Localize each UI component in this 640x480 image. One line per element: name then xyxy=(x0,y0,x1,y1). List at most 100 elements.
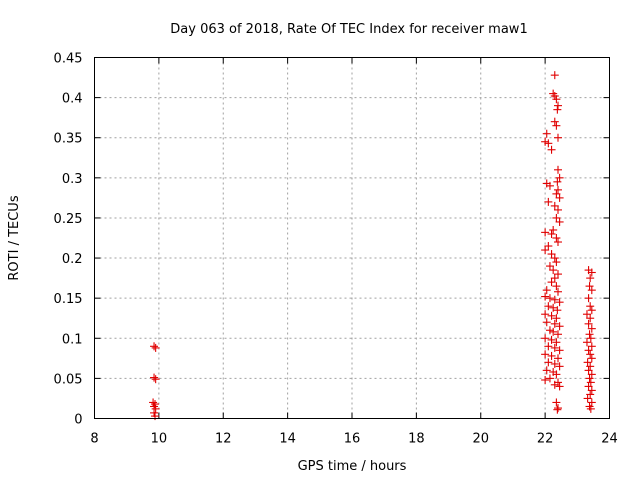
data-point xyxy=(584,294,593,303)
data-point xyxy=(150,373,159,382)
data-point xyxy=(554,287,562,296)
data-point xyxy=(552,234,561,242)
data-point xyxy=(544,242,553,251)
data-point xyxy=(545,262,554,271)
data-point xyxy=(552,213,561,222)
data-point xyxy=(552,121,561,130)
chart-title: Day 063 of 2018, Rate Of TEC Index for r… xyxy=(170,22,527,37)
data-point xyxy=(550,274,559,283)
data-point xyxy=(542,318,551,327)
y-tick-label: 0 xyxy=(74,413,82,428)
data-point xyxy=(587,306,596,315)
x-tick-label: 20 xyxy=(472,432,489,447)
y-axis-label: ROTI / TECUs xyxy=(7,195,22,280)
data-point xyxy=(587,354,596,363)
data-point xyxy=(555,217,564,226)
data-point xyxy=(583,358,592,367)
data-point xyxy=(552,314,561,323)
data-point xyxy=(586,350,595,359)
y-tick-label: 0.15 xyxy=(54,292,83,307)
data-point xyxy=(549,327,558,336)
data-point xyxy=(552,95,561,104)
data-point xyxy=(582,338,591,347)
data-point xyxy=(547,351,556,360)
data-point xyxy=(149,398,158,407)
data-point xyxy=(555,322,564,331)
data-point xyxy=(554,270,562,279)
data-point xyxy=(544,358,553,367)
data-point xyxy=(554,165,562,174)
data-point xyxy=(151,343,160,352)
data-point xyxy=(541,310,550,319)
data-point xyxy=(584,319,593,328)
data-point xyxy=(587,370,596,379)
data-point xyxy=(554,330,562,339)
data-point xyxy=(584,366,593,375)
plot-frame xyxy=(94,57,610,419)
data-point xyxy=(587,324,596,333)
data-point xyxy=(151,375,160,384)
data-points xyxy=(149,71,596,421)
data-point xyxy=(547,335,556,344)
data-point xyxy=(547,145,556,154)
data-point xyxy=(544,342,553,351)
data-point xyxy=(585,282,594,291)
data-point xyxy=(584,346,593,355)
data-point xyxy=(586,302,595,311)
data-point xyxy=(545,294,554,303)
x-tick-label: 18 xyxy=(408,432,425,447)
data-point xyxy=(150,342,159,351)
data-point xyxy=(544,139,553,148)
data-point xyxy=(554,101,562,110)
data-point xyxy=(553,306,562,315)
data-point xyxy=(544,197,553,206)
data-point xyxy=(545,181,554,190)
data-point xyxy=(541,228,550,237)
data-point xyxy=(586,404,595,413)
y-tick-label: 0.45 xyxy=(54,52,83,67)
data-point xyxy=(584,382,593,391)
data-point xyxy=(586,334,595,343)
data-point xyxy=(587,342,596,351)
data-point xyxy=(542,366,551,375)
data-point xyxy=(555,382,564,391)
x-tick-label: 24 xyxy=(601,432,618,447)
x-tick-label: 8 xyxy=(90,432,98,447)
data-point xyxy=(553,105,562,114)
data-point xyxy=(586,274,595,283)
data-point xyxy=(541,246,550,255)
data-point xyxy=(587,386,596,395)
data-point xyxy=(554,354,562,363)
data-point xyxy=(541,292,550,301)
data-point xyxy=(547,250,556,259)
data-point xyxy=(550,117,559,126)
data-point xyxy=(547,311,556,320)
data-point xyxy=(552,398,561,407)
data-point xyxy=(555,173,564,182)
data-point xyxy=(586,378,595,387)
data-point xyxy=(547,229,556,238)
data-point xyxy=(542,286,551,295)
data-point xyxy=(554,238,562,247)
data-point xyxy=(555,193,564,202)
data-point xyxy=(553,177,562,186)
data-point xyxy=(151,404,160,413)
y-tick-label: 0.25 xyxy=(54,212,83,227)
data-point xyxy=(552,370,561,379)
y-tick-label: 0.3 xyxy=(62,172,83,187)
data-point xyxy=(554,185,562,194)
data-point xyxy=(552,189,561,198)
data-point xyxy=(586,314,595,323)
data-point xyxy=(550,380,559,389)
x-tick-label: 16 xyxy=(344,432,361,447)
data-point xyxy=(544,302,553,311)
data-point xyxy=(550,71,559,80)
data-point xyxy=(550,343,559,352)
tick-labels: 8 10 12 14 16 18 20 22 24 0 0.05 0.1 0.15 0.2 0.25 0.3 0… xyxy=(54,52,618,447)
data-point xyxy=(554,404,562,413)
data-point xyxy=(555,346,564,355)
x-tick-label: 22 xyxy=(537,432,554,447)
data-point xyxy=(555,298,564,307)
data-point xyxy=(549,266,558,275)
